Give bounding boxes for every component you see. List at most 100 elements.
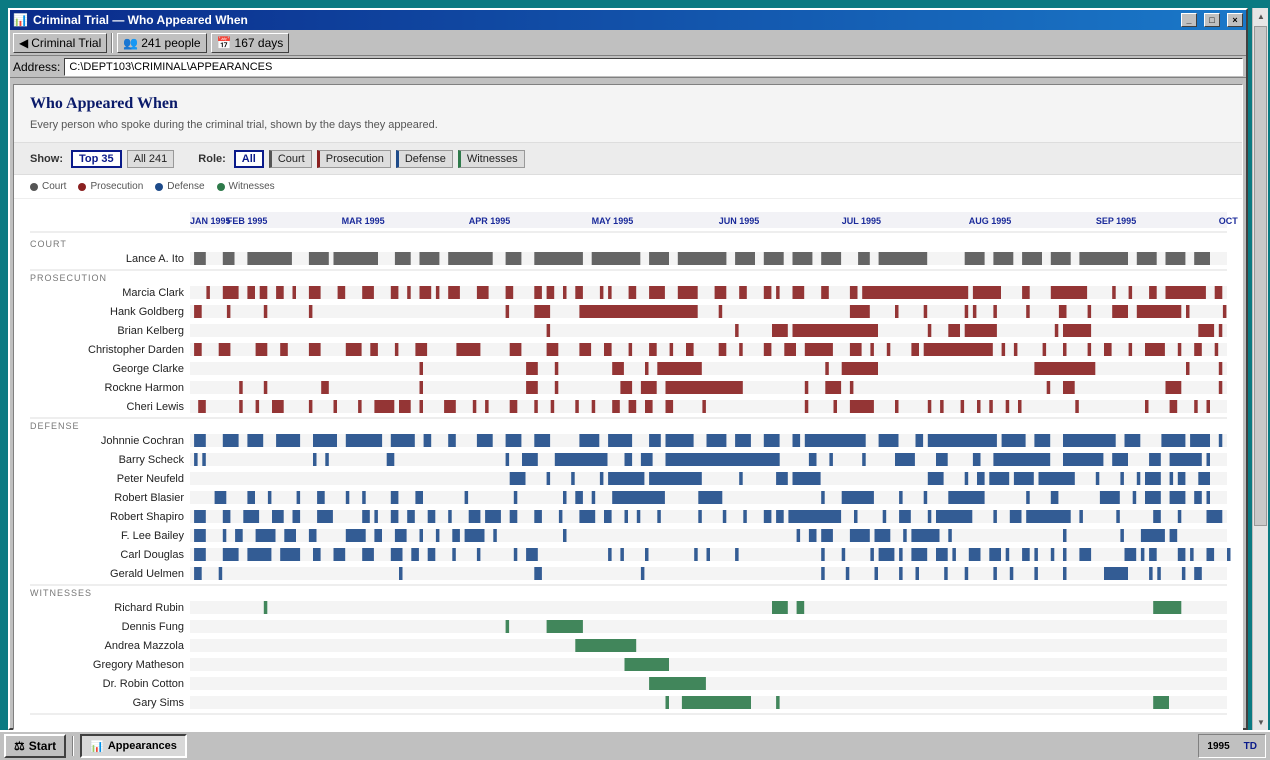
appearance-bar (222, 252, 235, 265)
appearance-bar (923, 343, 993, 356)
appearance-bar (546, 343, 559, 356)
appearance-bar (1026, 305, 1030, 318)
appearance-bar (1153, 510, 1161, 523)
appearance-bar (952, 548, 956, 561)
appearance-bar (776, 696, 780, 709)
appearance-bar (899, 491, 903, 504)
appearance-bar (1149, 286, 1157, 299)
appearance-bar (1128, 286, 1133, 299)
role-defense-button[interactable]: Defense (395, 149, 453, 168)
row-track (190, 529, 1227, 542)
appearance-bar (989, 400, 993, 413)
appearance-bar (808, 453, 817, 466)
appearance-bar (964, 252, 985, 265)
appearance-bar (763, 286, 772, 299)
appearance-bar (993, 510, 997, 523)
appearance-bar (362, 286, 374, 299)
appearance-bar (792, 434, 801, 447)
appearance-bar (874, 567, 878, 580)
appearance-bar (476, 434, 493, 447)
role-witnesses-button[interactable]: Witnesses (457, 149, 525, 168)
appearance-bar (1063, 324, 1092, 337)
defense-dot-icon (155, 182, 164, 191)
appearance-bar (546, 472, 551, 485)
appearance-bar (464, 529, 485, 542)
appearance-bar (927, 510, 932, 523)
maximize-button[interactable]: □ (1204, 13, 1220, 27)
legend-label: Court (42, 181, 67, 192)
address-input[interactable] (64, 57, 1243, 76)
scroll-up-icon[interactable]: ▲ (1257, 11, 1265, 21)
appearance-bar (640, 381, 657, 394)
appearance-bar (706, 548, 710, 561)
role-court-button[interactable]: Court (268, 149, 312, 168)
appearance-bar (239, 381, 243, 394)
task-appearances[interactable]: 📊 Appearances (80, 734, 187, 758)
person-name-label: Barry Scheck (119, 454, 185, 466)
appearance-bar (612, 400, 620, 413)
people-button[interactable]: 👥 241 people (117, 32, 207, 53)
appearance-bar (911, 343, 919, 356)
appearance-bar (575, 491, 583, 504)
person-name-label: Lance A. Ito (126, 253, 184, 265)
appearance-bar (1136, 252, 1157, 265)
vertical-scrollbar[interactable]: ▲ ▼ (1252, 8, 1268, 730)
appearance-bar (308, 400, 313, 413)
role-all-button[interactable]: All (233, 149, 264, 168)
back-button[interactable]: ◀ Criminal Trial (13, 32, 108, 53)
appearance-bar (448, 434, 456, 447)
appearance-bar (870, 548, 874, 561)
row-track (190, 362, 1227, 375)
appearance-bar (579, 343, 592, 356)
appearance-bar (591, 252, 641, 265)
appearance-bar (534, 252, 583, 265)
appearance-bar (1222, 305, 1227, 318)
appearance-bar (1206, 453, 1210, 466)
appearance-bar (194, 567, 202, 580)
appearance-bar (1198, 324, 1215, 337)
appearance-bar (423, 434, 432, 447)
close-button[interactable]: × (1227, 13, 1243, 27)
appearance-bar (1198, 472, 1210, 485)
person-name-label: Cheri Lewis (127, 401, 185, 413)
appearance-bar (1206, 548, 1215, 561)
appearance-bar (612, 362, 624, 375)
appearance-bar (882, 510, 887, 523)
person-name-label: Rockne Harmon (105, 382, 184, 394)
appearance-bar (1005, 400, 1010, 413)
appearance-bar (1018, 400, 1022, 413)
appearance-bar (849, 286, 858, 299)
appearance-bar (1190, 434, 1210, 447)
appearance-bar (563, 529, 567, 542)
minimize-button[interactable]: _ (1181, 13, 1197, 27)
appearance-bar (804, 381, 809, 394)
appearance-bar (399, 567, 403, 580)
appearance-bar (862, 286, 969, 299)
appearance-bar (317, 491, 325, 504)
appearance-bar (419, 529, 423, 542)
appearance-bar (419, 252, 440, 265)
appearance-bar (694, 548, 698, 561)
appearance-bar (554, 453, 608, 466)
show-top-35-button[interactable]: Top 35 (71, 149, 122, 168)
show-label: Show: (30, 152, 63, 165)
appearance-bar (735, 252, 755, 265)
appearance-bar (345, 529, 366, 542)
start-button[interactable]: ⚖ Start (4, 734, 67, 758)
scroll-thumb[interactable] (1254, 26, 1267, 526)
appearance-bar (509, 510, 518, 523)
appearance-bar (550, 400, 555, 413)
appearance-bar (763, 434, 780, 447)
appearance-bar (247, 491, 255, 504)
appearance-bar (1140, 529, 1165, 542)
appearance-bar (1206, 400, 1210, 413)
scroll-down-icon[interactable]: ▼ (1257, 717, 1265, 727)
appearance-bar (1013, 472, 1034, 485)
title-bar[interactable]: 📊 Criminal Trial — Who Appeared When _ □… (10, 10, 1246, 30)
appearance-bar (308, 343, 321, 356)
role-prosecution-button[interactable]: Prosecution (316, 149, 391, 168)
show-all-button[interactable]: All 241 (126, 149, 175, 168)
appearance-bar (964, 324, 997, 337)
appearance-bar (247, 548, 272, 561)
days-button[interactable]: 📅 167 days (210, 32, 290, 53)
